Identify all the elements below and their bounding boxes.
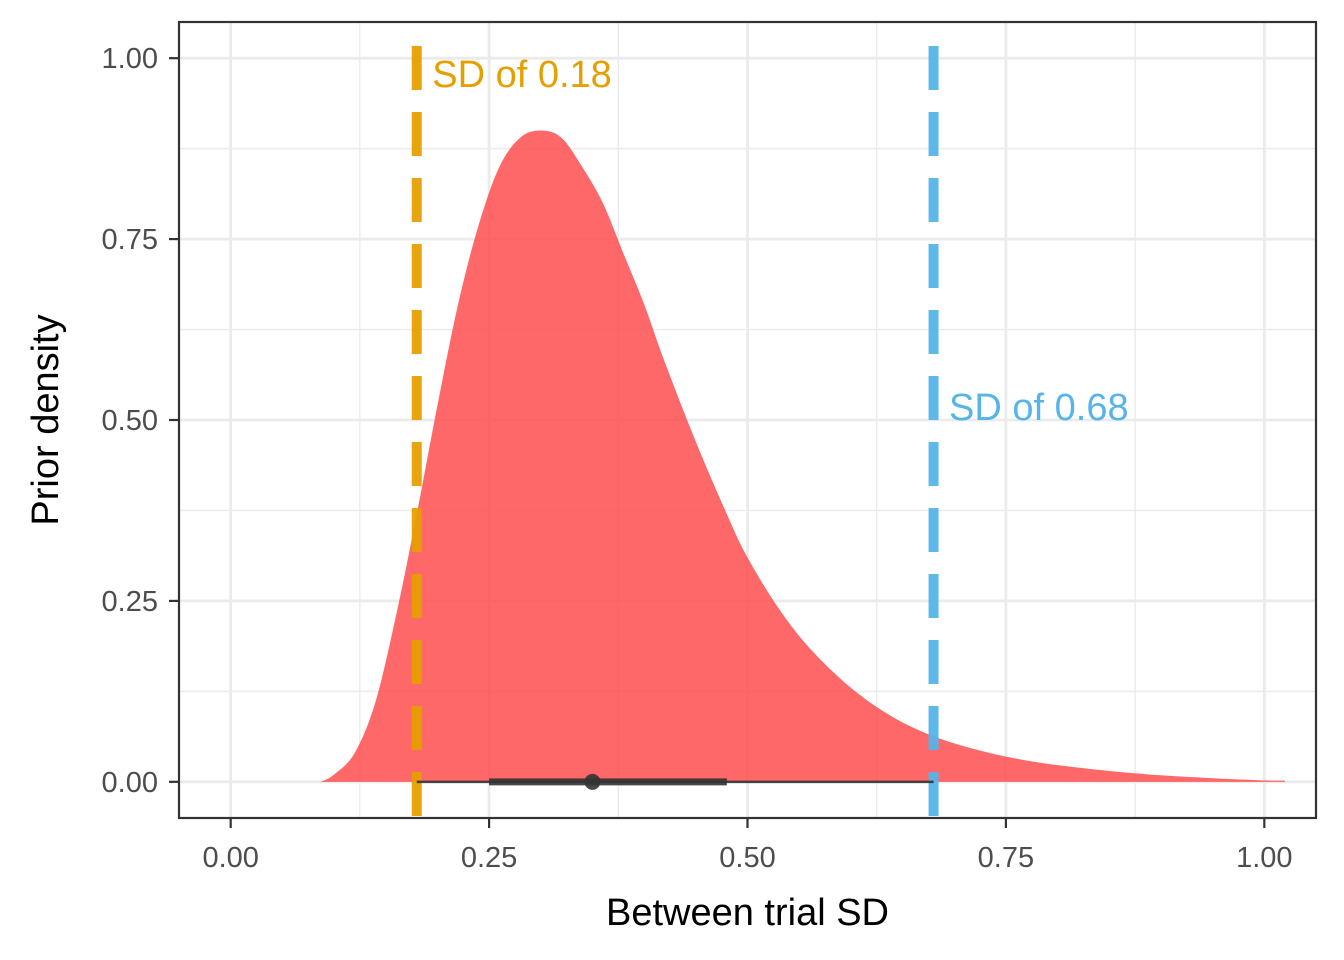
y-tick-label: 1.00 <box>102 43 158 75</box>
x-tick-label: 0.50 <box>719 842 775 874</box>
x-axis: 0.00 0.25 0.50 0.75 1.00 <box>202 818 1293 874</box>
x-axis-title: Between trial SD <box>606 892 889 934</box>
annotation-label-1: SD of 0.18 <box>432 54 612 96</box>
annotation-label-2: SD of 0.68 <box>949 387 1129 429</box>
density-area <box>320 130 1285 782</box>
y-tick-label: 0.25 <box>102 586 158 618</box>
y-tick-label: 0.50 <box>102 405 158 437</box>
x-tick-label: 0.75 <box>978 842 1034 874</box>
y-axis-title: Prior density <box>25 314 67 525</box>
x-tick-label: 1.00 <box>1236 842 1292 874</box>
x-tick-label: 0.00 <box>202 842 258 874</box>
interval-point <box>584 773 601 790</box>
annotations: SD of 0.18 SD of 0.68 <box>432 54 1128 429</box>
y-tick-label: 0.75 <box>102 224 158 256</box>
x-tick-label: 0.25 <box>461 842 517 874</box>
y-axis: 0.00 0.25 0.50 0.75 1.00 <box>102 43 179 799</box>
point-interval <box>416 773 934 790</box>
y-tick-label: 0.00 <box>102 767 158 799</box>
